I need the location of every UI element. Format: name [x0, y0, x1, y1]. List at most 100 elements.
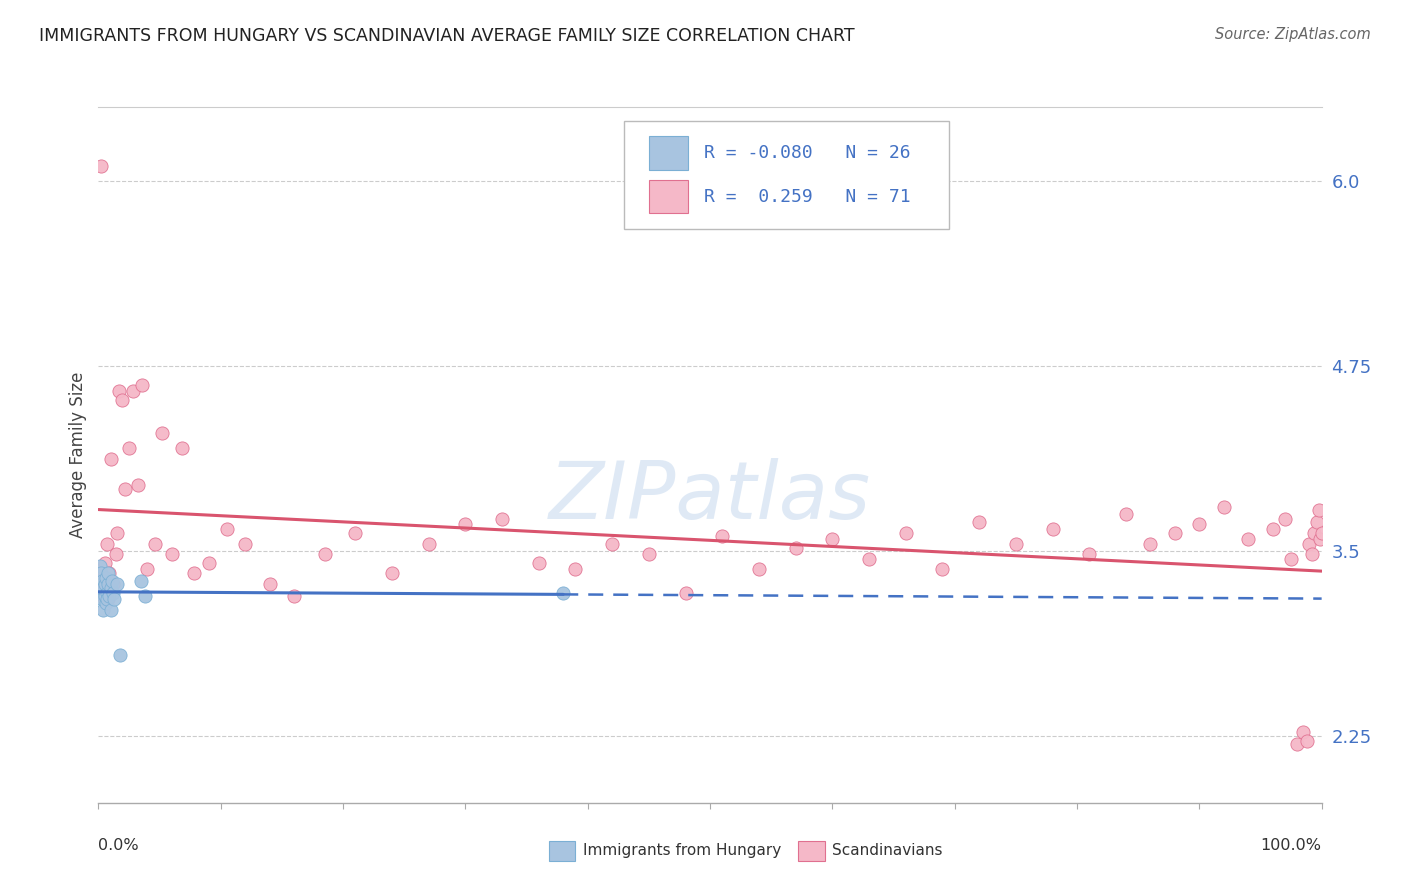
Point	[1303, 526, 1326, 541]
Point	[93, 589, 115, 603]
Point	[104, 547, 127, 561]
Point	[1298, 537, 1320, 551]
Text: R = -0.080   N = 26: R = -0.080 N = 26	[704, 144, 911, 162]
Point	[97, 576, 120, 591]
Point	[136, 562, 159, 576]
Point	[91, 581, 114, 595]
Point	[96, 585, 118, 599]
Point	[564, 562, 586, 576]
Point	[259, 576, 281, 591]
Point	[283, 589, 305, 603]
Text: ZIPatlas: ZIPatlas	[548, 458, 872, 536]
Point	[1279, 551, 1302, 566]
Point	[93, 576, 115, 591]
Point	[1308, 502, 1330, 516]
Point	[1306, 515, 1329, 529]
Point	[1212, 500, 1234, 514]
Point	[527, 556, 550, 570]
Point	[101, 585, 124, 599]
Point	[748, 562, 770, 576]
Point	[314, 547, 336, 561]
Y-axis label: Average Family Size: Average Family Size	[69, 372, 87, 538]
Point	[1292, 724, 1315, 739]
Point	[91, 562, 114, 576]
Point	[98, 589, 121, 603]
Point	[1296, 733, 1319, 747]
Point	[111, 393, 134, 408]
Point	[114, 482, 136, 496]
Point	[197, 556, 219, 570]
Point	[1115, 507, 1137, 521]
FancyBboxPatch shape	[650, 180, 688, 213]
Point	[344, 526, 367, 541]
FancyBboxPatch shape	[624, 121, 949, 229]
Point	[894, 526, 917, 541]
Point	[118, 441, 141, 455]
Point	[233, 537, 256, 551]
Point	[94, 571, 117, 585]
Point	[100, 452, 122, 467]
Point	[101, 574, 124, 588]
Point	[821, 533, 844, 547]
Point	[1188, 517, 1211, 532]
Point	[491, 511, 513, 525]
Point	[150, 425, 173, 440]
Point	[97, 566, 120, 581]
FancyBboxPatch shape	[650, 136, 688, 169]
Point	[127, 477, 149, 491]
Point	[110, 648, 132, 662]
Point	[121, 384, 143, 399]
Point	[858, 551, 880, 566]
Point	[93, 556, 115, 570]
Point	[101, 576, 124, 591]
Point	[1310, 526, 1333, 541]
Point	[1078, 547, 1101, 561]
Point	[1309, 533, 1331, 547]
FancyBboxPatch shape	[548, 841, 575, 861]
Point	[103, 591, 125, 606]
Point	[553, 585, 575, 599]
Point	[638, 547, 661, 561]
Point	[91, 574, 114, 588]
Point	[94, 596, 117, 610]
Point	[1164, 526, 1187, 541]
Point	[91, 589, 114, 603]
Point	[183, 566, 205, 581]
Point	[90, 159, 112, 173]
Text: IMMIGRANTS FROM HUNGARY VS SCANDINAVIAN AVERAGE FAMILY SIZE CORRELATION CHART: IMMIGRANTS FROM HUNGARY VS SCANDINAVIAN …	[39, 27, 855, 45]
Point	[98, 566, 121, 581]
Point	[381, 566, 404, 581]
Point	[711, 529, 734, 543]
Text: Scandinavians: Scandinavians	[832, 843, 943, 858]
Point	[1004, 537, 1026, 551]
Point	[1261, 522, 1284, 536]
Point	[105, 576, 128, 591]
Point	[160, 547, 183, 561]
Point	[785, 541, 807, 556]
Point	[675, 585, 697, 599]
Point	[170, 441, 193, 455]
FancyBboxPatch shape	[799, 841, 825, 861]
Point	[100, 581, 122, 595]
Point	[91, 603, 114, 617]
Text: 100.0%: 100.0%	[1261, 838, 1322, 853]
Point	[1237, 533, 1260, 547]
Point	[454, 517, 477, 532]
Point	[105, 526, 128, 541]
Point	[931, 562, 953, 576]
Point	[143, 537, 166, 551]
Point	[90, 566, 112, 581]
Point	[91, 591, 114, 606]
Point	[418, 537, 440, 551]
Point	[94, 581, 117, 595]
Point	[97, 591, 120, 606]
Text: Immigrants from Hungary: Immigrants from Hungary	[583, 843, 782, 858]
Text: Source: ZipAtlas.com: Source: ZipAtlas.com	[1215, 27, 1371, 42]
Point	[1286, 737, 1309, 751]
Point	[89, 558, 111, 573]
Point	[100, 603, 122, 617]
Point	[1042, 522, 1064, 536]
Point	[215, 522, 238, 536]
Point	[1301, 547, 1323, 561]
Point	[600, 537, 623, 551]
